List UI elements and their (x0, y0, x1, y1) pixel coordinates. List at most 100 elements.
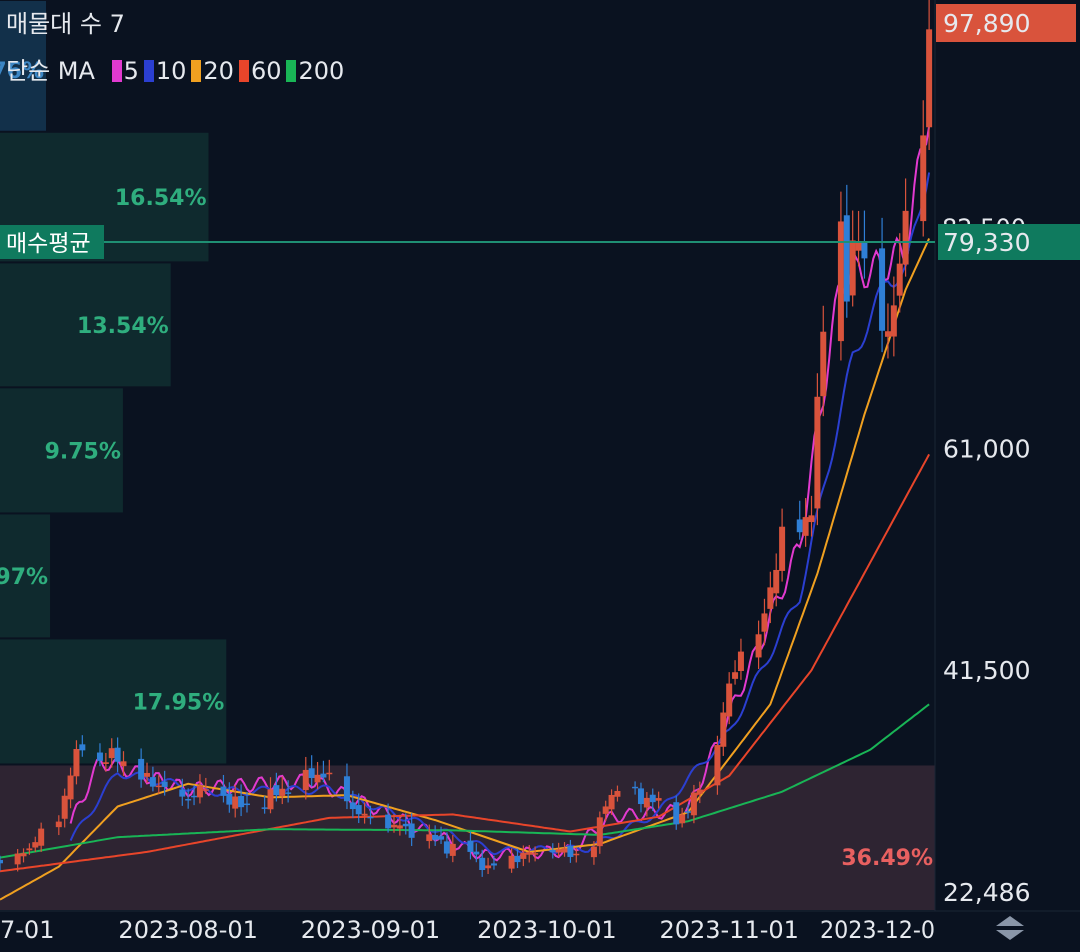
ma-60-line (0, 453, 930, 873)
candle-body (161, 781, 168, 787)
volume-profile-percent: 3.97% (0, 565, 48, 590)
candle-body (243, 803, 250, 806)
x-tick-label: 2023-09-01 (301, 916, 440, 944)
candle-body (773, 569, 780, 594)
candle-body (385, 814, 392, 829)
candle-body (61, 795, 68, 819)
volume-profile-bar (0, 514, 51, 638)
candle-body (690, 792, 697, 816)
candle-body (608, 794, 615, 810)
candle-body (514, 855, 521, 863)
y-tick-label: 22,486 (943, 878, 1030, 907)
candle-body (343, 776, 350, 802)
candle-body (767, 587, 774, 609)
candle-body (637, 788, 644, 805)
ma-5-swatch (111, 60, 122, 82)
candle-body (438, 836, 445, 840)
volume-profile-percent: 16.54% (115, 186, 207, 211)
candle-body (761, 613, 768, 632)
candle-body (232, 796, 239, 809)
candle-body (108, 748, 115, 759)
scroll-arrows-icon[interactable] (992, 914, 1028, 942)
candle-body (355, 805, 362, 815)
y-tick-label: 41,500 (943, 656, 1030, 685)
volume-profile-percent: 9.75% (45, 439, 121, 464)
candle-body (843, 215, 850, 302)
candle-body (20, 853, 27, 857)
candle-body (179, 789, 186, 797)
candle-body (714, 745, 721, 786)
candle-body (267, 789, 274, 810)
candle-body (202, 789, 209, 791)
candle-body (726, 683, 733, 717)
candle-body (561, 848, 568, 853)
candle-body (402, 823, 409, 827)
candle-body (326, 772, 333, 775)
candle-body (73, 749, 80, 777)
candle-body (820, 331, 827, 397)
candle-body (144, 772, 151, 777)
ma-10-label: 10 (155, 57, 187, 85)
volume-profile-percent: 13.54% (77, 314, 169, 339)
x-tick-label: 2023-11-01 (659, 916, 798, 944)
volume-profile-percent: 36.49% (841, 846, 933, 871)
candle-body (490, 863, 497, 866)
candle-body (549, 849, 556, 853)
candle-body (302, 769, 309, 791)
candle-body (902, 210, 909, 265)
candle-body (32, 842, 39, 848)
ma-60-swatch (238, 60, 249, 82)
candle-body (38, 828, 45, 846)
x-tick-label: 2023-12-0 (820, 916, 935, 944)
volume-profile-layer: 1.76% 16.54% 13.54% 9.75% 3.97% 17.95% 36.49% (0, 1, 935, 910)
candle-body (443, 841, 450, 854)
ma-20-swatch (191, 60, 202, 82)
candle-body (655, 798, 662, 801)
candle-body (185, 798, 192, 801)
profile-count-label: 매물대 수 7 (6, 10, 125, 38)
candle-body (26, 848, 33, 851)
ma-200-line (0, 703, 930, 859)
ma-5-label: 5 (123, 57, 139, 85)
candle-body (390, 824, 397, 828)
candle-body (226, 793, 233, 805)
candle-body (449, 843, 456, 856)
ma-20-label: 20 (203, 57, 234, 85)
candle-body (602, 806, 609, 814)
candle-body (884, 331, 891, 337)
candle-body (555, 849, 562, 853)
candle-body (314, 774, 321, 783)
candle-body (196, 785, 203, 798)
ma-200-swatch (286, 60, 297, 82)
ma-legend[interactable]: 단순 MA 5 10 20 60 200 (6, 51, 346, 86)
candle-body (526, 852, 533, 855)
candle-body (479, 857, 486, 871)
candle-body (432, 834, 439, 840)
ma-10-swatch (143, 60, 154, 82)
candle-body (79, 744, 86, 751)
candle-body (308, 768, 315, 779)
candle-body (220, 786, 227, 796)
y-tick-label: 61,000 (943, 435, 1030, 464)
average-price-tag (938, 224, 1080, 260)
candle-body (408, 823, 415, 838)
candle-body (837, 221, 844, 342)
candle-body (920, 135, 927, 222)
volume-profile-percent: 1.76% (0, 59, 44, 84)
candle-body (755, 634, 762, 658)
candle-body (696, 789, 703, 794)
ma-60-label: 60 (250, 57, 282, 85)
candle-body (673, 802, 680, 825)
x-axis: 7-01 2023-08-01 2023-09-01 2023-10-01 2023-1… (0, 916, 935, 944)
candle-body (508, 855, 515, 869)
y-tick-label: 79,330 (943, 228, 1030, 257)
x-tick-label: 2023-08-01 (118, 916, 257, 944)
candle-body (238, 796, 245, 808)
candle-body (320, 773, 327, 778)
candle-body (149, 777, 156, 787)
candle-body (55, 821, 62, 828)
candle-body (473, 851, 480, 855)
volume-profile-bar (0, 388, 123, 513)
candle-body (643, 797, 650, 808)
